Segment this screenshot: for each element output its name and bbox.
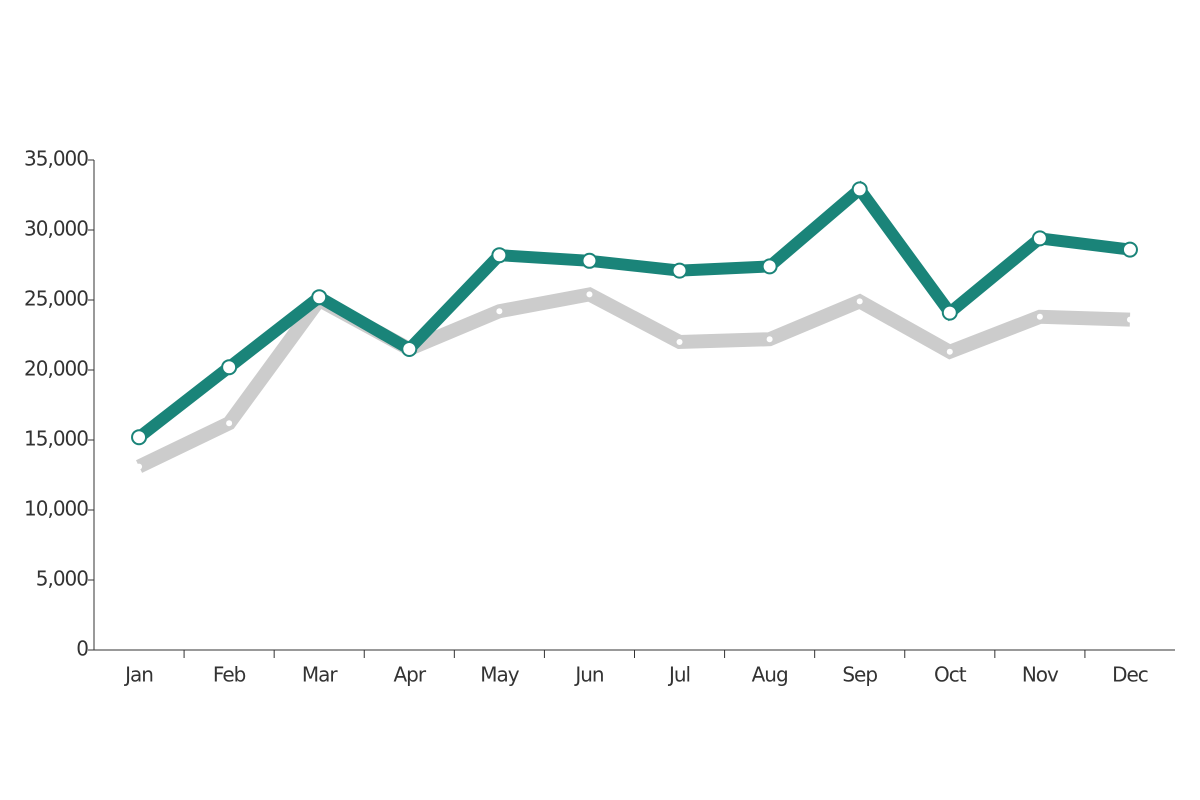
point: [136, 463, 143, 470]
point: [586, 291, 593, 298]
point: [766, 336, 773, 343]
point: [856, 298, 863, 305]
x-tick-label: Jan: [123, 663, 153, 687]
point: [941, 304, 958, 321]
point: [676, 339, 683, 345]
point: [131, 429, 148, 446]
y-tick-label: 20,000: [24, 357, 88, 381]
point: [221, 359, 238, 376]
point: [761, 258, 778, 275]
point: [946, 348, 953, 355]
x-tick-label: Dec: [1112, 663, 1148, 687]
x-tick-label: May: [480, 663, 520, 687]
point: [1126, 316, 1133, 323]
x-tick-label: Mar: [302, 663, 339, 687]
series-line: [136, 287, 1131, 473]
x-tick-label: Apr: [393, 663, 426, 687]
x-tick-label: Oct: [934, 663, 967, 687]
point: [496, 308, 503, 315]
point: [851, 181, 868, 198]
point: [401, 341, 418, 357]
x-tick-label: Sep: [842, 663, 877, 687]
y-tick-label: 30,000: [24, 217, 88, 241]
y-tick-label: 10,000: [24, 497, 88, 521]
y-tick-label: 25,000: [24, 287, 88, 311]
x-tick-label: Aug: [752, 663, 788, 687]
point: [581, 252, 598, 269]
point: [226, 420, 233, 427]
point: [1031, 230, 1048, 247]
point: [1036, 313, 1043, 320]
x-tick-label: Jun: [573, 663, 603, 687]
point: [1121, 241, 1138, 258]
x-tick-label: Jul: [667, 663, 690, 687]
x-tick-label: Feb: [213, 663, 246, 687]
point: [491, 247, 508, 264]
point: [671, 262, 688, 279]
y-tick-label: 5,000: [36, 567, 89, 591]
y-tick-label: 35,000: [24, 147, 88, 171]
point: [311, 289, 328, 306]
x-tick-label: Nov: [1022, 663, 1059, 687]
y-tick-label: 15,000: [24, 427, 88, 451]
y-tick-label: 0: [76, 637, 88, 661]
series-line: [135, 180, 1131, 442]
